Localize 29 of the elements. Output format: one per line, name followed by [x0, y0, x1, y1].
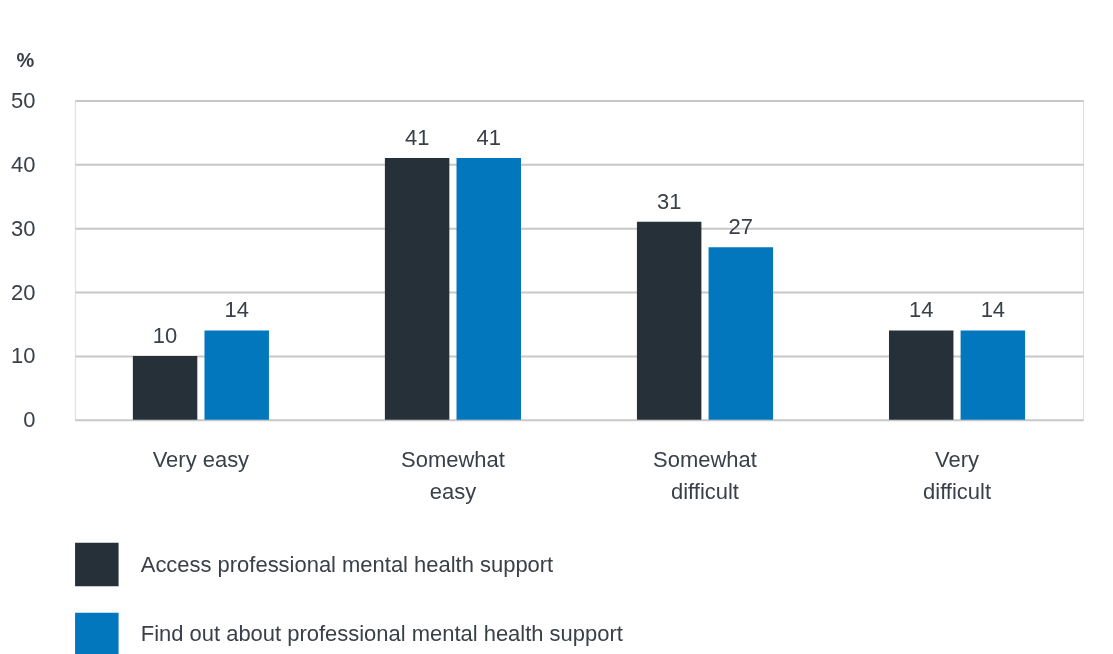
bar: [636, 221, 702, 420]
y-tick-label: 0: [23, 407, 36, 433]
bar: [384, 157, 450, 420]
x-tick-label: Somewhat difficult: [653, 447, 757, 505]
y-tick-label: 40: [11, 151, 36, 177]
bar: [132, 355, 198, 420]
y-tick-label: 30: [11, 215, 36, 241]
data-label: 31: [656, 188, 682, 214]
data-label: 14: [224, 297, 249, 323]
bar: [960, 330, 1026, 420]
x-tick-label: Very easy: [152, 447, 250, 473]
y-tick-label: 50: [11, 87, 36, 113]
data-label: 27: [728, 214, 754, 240]
bar: [888, 330, 954, 420]
y-axis-title: %: [16, 48, 35, 71]
data-label: 10: [152, 322, 178, 348]
x-tick-label: Very difficult: [923, 447, 991, 505]
data-label: 14: [909, 297, 934, 323]
y-tick-label: 10: [11, 343, 36, 369]
bar: [204, 330, 269, 420]
y-tick-label: 20: [11, 279, 36, 305]
legend-label: Find out about professional mental health support: [140, 621, 623, 647]
x-tick-label: Somewhat easy: [401, 447, 505, 505]
data-label: 41: [404, 124, 430, 150]
legend-label: Access professional mental health support: [140, 551, 554, 577]
bar: [456, 157, 521, 420]
data-label: 41: [476, 124, 501, 150]
bar: [708, 247, 774, 420]
data-label: 14: [980, 297, 1006, 323]
